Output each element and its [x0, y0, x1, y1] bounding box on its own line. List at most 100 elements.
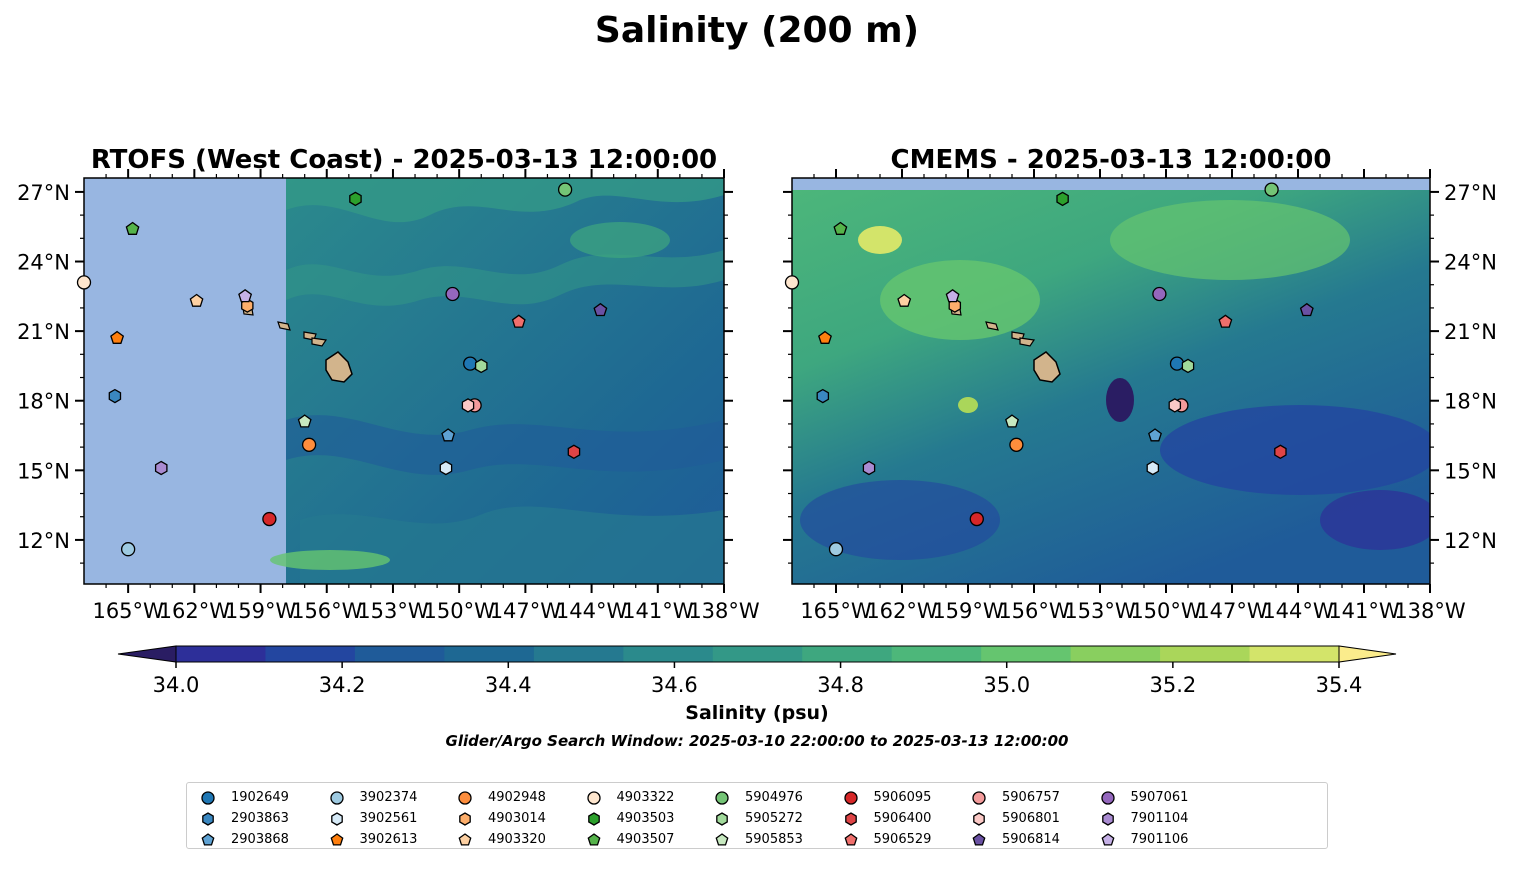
float-marker-5906801 [461, 398, 475, 413]
float-marker-7901104 [862, 460, 876, 476]
hexagon-marker-icon [1101, 811, 1114, 826]
pentagon-marker-icon [458, 832, 472, 846]
legend-entry-3902561: 3902561 [326, 808, 455, 829]
float-marker-4902948 [301, 437, 317, 452]
float-marker-2903868 [441, 428, 456, 442]
legend-label: 2903868 [231, 832, 289, 847]
legend-entry-5907061: 5907061 [1097, 787, 1226, 808]
float-marker-5906814 [593, 302, 608, 317]
legend-label: 4903320 [488, 832, 546, 847]
float-marker-5904976 [557, 182, 573, 197]
legend-entry-5906400: 5906400 [840, 808, 969, 829]
colorbar-tick-label: 34.4 [485, 673, 532, 697]
y-tick-label-cmems: 21°N [1444, 320, 1497, 344]
float-marker-4903322 [784, 275, 800, 290]
float-marker-5905853 [1005, 414, 1019, 428]
float-marker-1902649 [463, 356, 478, 371]
ticks-rtofs: 165°W162°W159°W156°W153°W150°W147°W144°W… [17, 169, 760, 623]
panel-title-rtofs: RTOFS (West Coast) - 2025-03-13 12:00:00 [91, 145, 717, 175]
legend-label: 5906529 [873, 832, 932, 847]
legend-entry-2903863: 2903863 [197, 808, 326, 829]
panel-rtofs: RTOFS (West Coast) - 2025-03-13 12:00:00… [17, 145, 760, 623]
colorbar-tick-label: 35.4 [1316, 673, 1363, 697]
colorbar-tick-label: 34.6 [651, 673, 698, 697]
float-marker-4902948 [1009, 437, 1024, 452]
legend-label: 4902948 [488, 790, 546, 805]
figure-title: Salinity (200 m) [595, 10, 919, 51]
legend-label: 5907061 [1130, 790, 1189, 805]
circle-marker-icon [458, 790, 472, 805]
panel-title-cmems: CMEMS - 2025-03-13 12:00:00 [891, 145, 1332, 175]
x-tick-label-cmems: 153°W [1064, 599, 1136, 623]
legend-entry-4902948: 4902948 [454, 787, 583, 808]
legend-label: 4903507 [616, 832, 675, 847]
legend-entry-3902613: 3902613 [326, 829, 455, 850]
circle-marker-icon [972, 790, 986, 805]
float-marker-4903322 [76, 275, 92, 290]
float-markers-rtofs [76, 182, 608, 557]
x-tick-label-cmems: 147°W [1196, 599, 1268, 623]
legend-label: 1902649 [231, 790, 289, 805]
float-marker-5906529 [1218, 314, 1233, 328]
x-tick-label-cmems: 150°W [1130, 599, 1202, 623]
y-tick-label-rtofs: 27°N [17, 181, 70, 205]
legend-entry-3902374: 3902374 [326, 787, 455, 808]
hexagon-marker-icon [844, 811, 857, 826]
x-tick-label-rtofs: 153°W [357, 599, 429, 623]
float-marker-5906814 [1299, 302, 1314, 317]
hexagon-marker-icon [202, 811, 214, 826]
salinity-field-rtofs [84, 178, 724, 584]
colorbar-segment [354, 646, 445, 662]
legend-entry-5906095: 5906095 [840, 787, 969, 808]
y-tick-label-cmems: 12°N [1444, 529, 1497, 553]
circle-marker-icon [715, 790, 729, 805]
float-marker-5906400 [1274, 444, 1287, 460]
legend-label: 3902561 [359, 811, 418, 826]
float-marker-7901106 [238, 288, 253, 303]
axes-frame-cmems [791, 177, 1431, 585]
float-marker-3902374 [828, 542, 844, 557]
legend-label: 5904976 [745, 790, 803, 805]
float-marker-5906095 [969, 511, 984, 527]
search-window-text: Glider/Argo Search Window: 2025-03-10 22… [446, 732, 1069, 750]
float-marker-4903320 [897, 293, 912, 307]
hexagon-marker-icon [330, 811, 343, 826]
circle-marker-icon [1100, 790, 1115, 805]
legend-label: 7901104 [1130, 811, 1189, 826]
circle-marker-icon [586, 790, 601, 805]
legend-entry-1902649: 1902649 [197, 787, 326, 808]
salinity-field-cmems [792, 178, 1430, 584]
y-tick-label-rtofs: 18°N [17, 390, 70, 414]
legend-label: 5906814 [1002, 832, 1060, 847]
colorbar-segment [1249, 646, 1340, 662]
hexagon-marker-icon [587, 811, 600, 826]
float-marker-4903320 [189, 293, 204, 307]
legend-label: 5905853 [745, 832, 803, 847]
float-marker-5905272 [474, 358, 488, 374]
float-markers-cmems [784, 182, 1314, 557]
float-marker-3902613 [818, 330, 832, 344]
pentagon-marker-icon [201, 832, 215, 846]
colorbar-segment [891, 646, 982, 662]
colorbar-segment [265, 646, 356, 662]
x-tick-label-rtofs: 138°W [688, 599, 760, 623]
x-tick-label-rtofs: 162°W [159, 599, 231, 623]
float-marker-4903507 [125, 221, 140, 235]
colorbar-segment [623, 646, 714, 662]
y-tick-label-rtofs: 21°N [17, 320, 70, 344]
x-tick-label-cmems: 159°W [932, 599, 1004, 623]
pentagon-marker-icon [844, 832, 857, 846]
legend-label: 3902613 [359, 832, 418, 847]
hexagon-marker-icon [716, 811, 728, 826]
legend-entry-5906757: 5906757 [968, 787, 1097, 808]
colorbar-tick-label: 34.2 [319, 673, 366, 697]
y-tick-label-cmems: 24°N [1444, 251, 1497, 275]
legend-entry-5905853: 5905853 [711, 829, 840, 850]
colorbar-segment [533, 646, 624, 662]
float-marker-5907061 [445, 286, 460, 302]
colorbar: 34.0 34.2 34.4 34.6 34.8 35.0 35.2 35.4 Salinit… [117, 645, 1397, 750]
colorbar-tick-label: 35.2 [1149, 673, 1196, 697]
legend-entry-5906529: 5906529 [840, 829, 969, 850]
colorbar-label: Salinity (psu) [685, 702, 828, 724]
legend-entry-5905272: 5905272 [711, 808, 840, 829]
